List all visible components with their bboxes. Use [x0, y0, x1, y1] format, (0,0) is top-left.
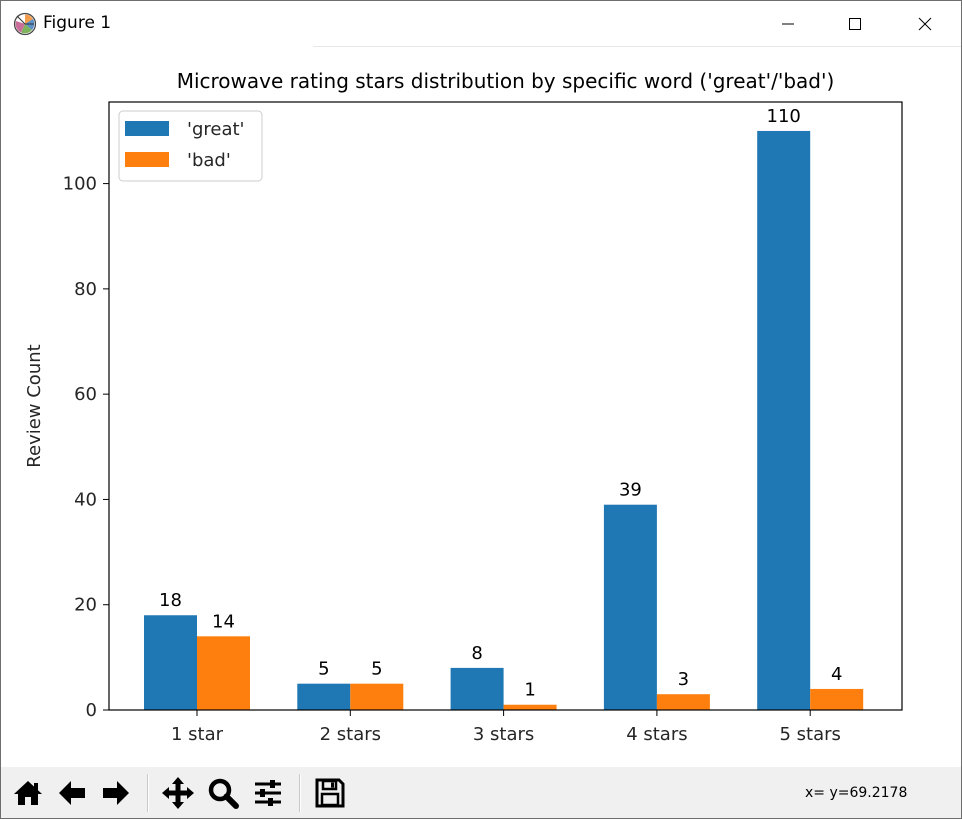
configure-subplots-icon [255, 780, 281, 806]
y-tick-label: 100 [63, 174, 97, 195]
data-label: 110 [767, 106, 801, 127]
legend-label: 'bad' [187, 150, 231, 171]
x-tick-label: 5 stars [779, 724, 840, 745]
back-button[interactable] [51, 772, 93, 814]
figure-canvas[interactable]: Microwave rating stars distribution by s… [1, 47, 961, 767]
y-tick-label: 80 [74, 279, 97, 300]
bar-chart: Microwave rating stars distribution by s… [24, 69, 903, 745]
minimize-icon [782, 23, 794, 25]
bar-bad [656, 694, 710, 710]
save-button[interactable] [309, 772, 351, 814]
toolbar-separator-highlight [300, 774, 301, 812]
y-tick-label: 60 [74, 384, 97, 405]
y-tick-label: 0 [86, 700, 97, 721]
forward-arrow-icon [103, 781, 129, 805]
save-icon [315, 778, 345, 808]
toolbar-separator [299, 774, 300, 812]
bar-bad [350, 683, 404, 710]
data-label: 1 [524, 680, 535, 701]
bar-great [144, 615, 197, 710]
y-axis-label: Review Count [24, 344, 45, 467]
data-label: 4 [831, 664, 842, 685]
data-label: 14 [212, 611, 235, 632]
toolbar-separator-highlight [148, 774, 149, 812]
home-icon [14, 781, 42, 805]
navigation-toolbar: x= y=69.2178 [1, 767, 961, 818]
data-label: 18 [159, 590, 182, 611]
window-title: Figure 1 [43, 13, 112, 33]
x-tick-label: 2 stars [320, 724, 381, 745]
x-tick-label: 1 star [171, 724, 224, 745]
maximize-icon [849, 18, 861, 30]
bar-great [757, 130, 811, 710]
home-button[interactable] [7, 772, 49, 814]
axes-frame [108, 101, 903, 711]
data-label: 39 [619, 480, 642, 501]
chart-title: Microwave rating stars distribution by s… [177, 69, 835, 93]
matplotlib-logo-icon [13, 12, 37, 36]
close-button[interactable] [902, 1, 948, 47]
x-tick-label: 4 stars [626, 724, 687, 745]
close-icon [918, 17, 932, 31]
y-tick-label: 40 [74, 489, 97, 510]
title-separator [313, 46, 961, 47]
data-label: 5 [371, 659, 382, 680]
bar-bad [810, 688, 864, 710]
data-label: 3 [678, 669, 689, 690]
toolbar-separator [147, 774, 148, 812]
minimize-button[interactable] [765, 1, 811, 47]
bar-great [450, 667, 504, 710]
y-tick-label: 20 [74, 595, 97, 616]
forward-button[interactable] [95, 772, 137, 814]
bar-great [603, 504, 657, 710]
maximize-button[interactable] [832, 1, 878, 47]
legend-swatch-great [125, 121, 169, 136]
title-bar[interactable]: Figure 1 [1, 1, 961, 47]
back-arrow-icon [59, 781, 85, 805]
bar-great [297, 683, 351, 710]
data-label: 5 [318, 659, 329, 680]
pan-button[interactable] [157, 772, 199, 814]
pan-icon [162, 777, 194, 809]
x-tick-label: 3 stars [473, 724, 534, 745]
bar-bad [503, 704, 557, 710]
legend-swatch-bad [125, 152, 169, 167]
cursor-coordinates: x= y=69.2178 [805, 785, 908, 801]
configure-subplots-button[interactable] [247, 772, 289, 814]
zoom-button[interactable] [202, 772, 244, 814]
zoom-icon [208, 778, 239, 809]
bar-bad [197, 636, 250, 710]
legend-label: 'great' [187, 119, 245, 140]
data-label: 8 [471, 643, 482, 664]
